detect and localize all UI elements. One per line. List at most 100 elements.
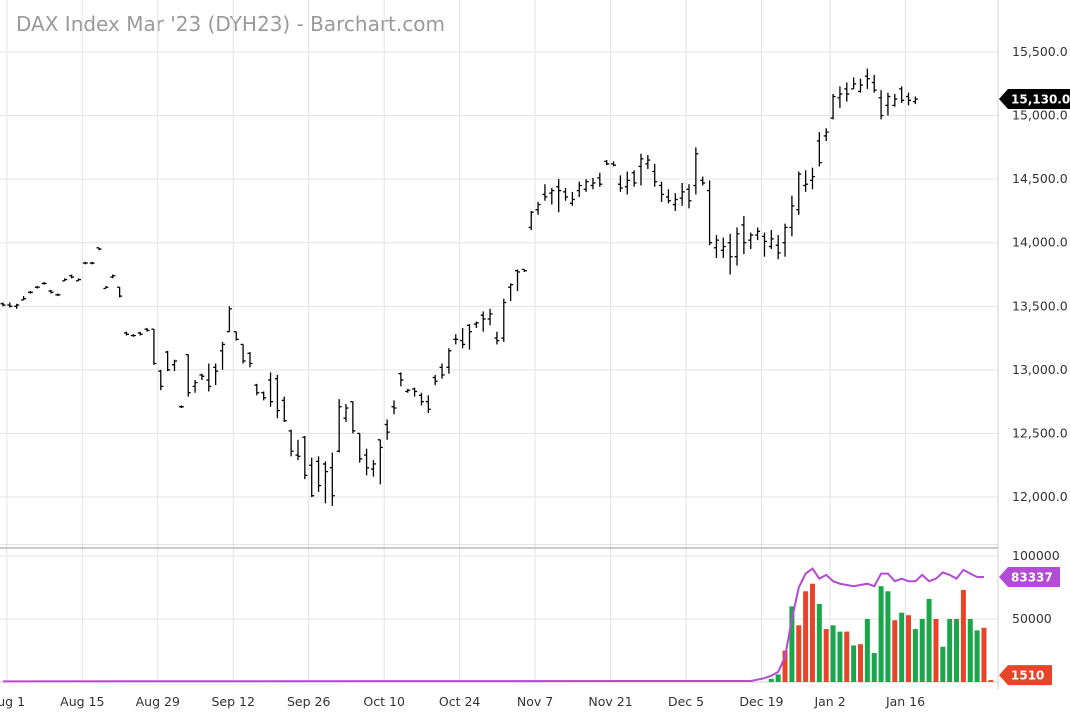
last-volume-badge: 1510 [999, 665, 1052, 686]
ohlc-bar [693, 147, 699, 195]
ohlc-bar [638, 153, 644, 186]
ohlc-bar [473, 321, 479, 328]
volume-bar [940, 646, 946, 682]
ohlc-bar [192, 380, 198, 393]
ohlc-bar [665, 189, 671, 204]
ohlc-bar [446, 348, 452, 374]
time-tick-label: Aug 15 [60, 694, 104, 709]
ohlc-bar [713, 235, 719, 258]
ohlc-bar [453, 334, 459, 345]
price-tick-label: 15,500.0 [1012, 44, 1068, 59]
ohlc-bar [439, 363, 445, 379]
ohlc-bar [720, 237, 726, 258]
ohlc-bar [377, 439, 383, 485]
ohlc-bar [336, 399, 342, 453]
ohlc-bar [556, 179, 562, 213]
ohlc-bar [350, 400, 356, 434]
ohlc-bar [233, 331, 239, 341]
ohlc-bar [460, 327, 466, 349]
volume-bar [782, 650, 788, 682]
ohlc-bar [590, 177, 596, 190]
ohlc-bar [398, 372, 404, 387]
ohlc-bar [542, 184, 548, 201]
ohlc-bar [741, 216, 747, 255]
ohlc-bar [521, 268, 527, 272]
ohlc-bar [501, 298, 507, 342]
ohlc-bar [418, 392, 424, 406]
ohlc-bar [508, 283, 514, 302]
ohlc-bar [569, 191, 575, 206]
ohlc-bar [281, 396, 287, 422]
ohlc-bar [796, 171, 802, 215]
ohlc-bar [679, 182, 685, 206]
volume-bar [830, 625, 836, 682]
ohlc-bar [178, 405, 184, 408]
ohlc-bar [21, 296, 27, 301]
volume-bar [768, 678, 774, 682]
ohlc-bar [727, 233, 733, 275]
ohlc-bar [117, 286, 123, 298]
ohlc-bar [899, 86, 905, 103]
volume-bar [906, 615, 912, 682]
ohlc-bar [151, 328, 157, 365]
ohlc-bar [624, 171, 630, 195]
ohlc-bar [69, 274, 75, 279]
ohlc-bar [144, 327, 150, 332]
ohlc-bar [686, 184, 692, 209]
price-axis: 12,000.0 12,500.0 13,000.0 13,500.0 14,000.0… [1012, 44, 1068, 504]
ohlc-bar [494, 331, 500, 345]
ohlc-bar [391, 400, 397, 415]
ohlc-bar [96, 247, 102, 251]
last-price-badge-label: 15,130.0 [1011, 93, 1070, 107]
ohlc-bar [755, 227, 761, 241]
ohlc-bar [645, 154, 651, 169]
time-tick-label: Oct 24 [439, 694, 481, 709]
ohlc-bar [871, 74, 877, 93]
ohlc-bar [864, 68, 870, 89]
ohlc-bar [123, 331, 129, 336]
volume-axis: 50000 100000 [1012, 548, 1060, 626]
ohlc-bar [885, 92, 891, 116]
ohlc-bar [405, 388, 411, 393]
chart-title: DAX Index Mar '23 (DYH23) - Barchart.com [16, 12, 445, 36]
ohlc-bar [432, 374, 438, 386]
ohlc-bar [41, 282, 47, 285]
ohlc-bar [226, 306, 232, 333]
ohlc-bar [652, 163, 658, 187]
volume-bar [844, 631, 850, 682]
ohlc-bar [789, 195, 795, 237]
volume-bar [912, 629, 918, 682]
ohlc-bar [364, 448, 370, 476]
price-tick-label: 13,500.0 [1012, 298, 1068, 313]
ohlc-bar [631, 170, 637, 187]
ohlc-bar [830, 93, 836, 120]
ohlc-bar [261, 391, 267, 401]
ohlc-bar [357, 432, 363, 463]
ohlc-bar [370, 460, 376, 477]
volume-bar [878, 586, 884, 682]
volume-bar [871, 653, 877, 682]
time-tick-label: Oct 10 [363, 694, 405, 709]
ohlc-bar [761, 232, 767, 257]
ohlc-bar [700, 176, 706, 186]
ohlc-bar [240, 343, 246, 364]
ohlc-bar [343, 404, 349, 422]
ohlc-bar [103, 285, 109, 290]
ohlc-bar [75, 278, 81, 282]
volume-bar [837, 631, 843, 682]
volume-average-badge: 83337 [999, 566, 1060, 587]
time-tick-label: Jan 2 [813, 694, 845, 709]
ohlc-bar [597, 172, 603, 187]
ohlc-bar [823, 128, 829, 141]
ohlc-bar [254, 383, 260, 396]
time-tick-label: Aug 29 [136, 694, 180, 709]
ohlc-bar [55, 293, 61, 297]
volume-bar [954, 619, 960, 682]
ohlc-bar [837, 86, 843, 108]
ohlc-bar [274, 374, 280, 419]
ohlc-bar [302, 435, 308, 480]
volume-tick-label: 100000 [1012, 548, 1060, 563]
volume-bars [768, 583, 994, 682]
ohlc-bar [172, 359, 177, 372]
